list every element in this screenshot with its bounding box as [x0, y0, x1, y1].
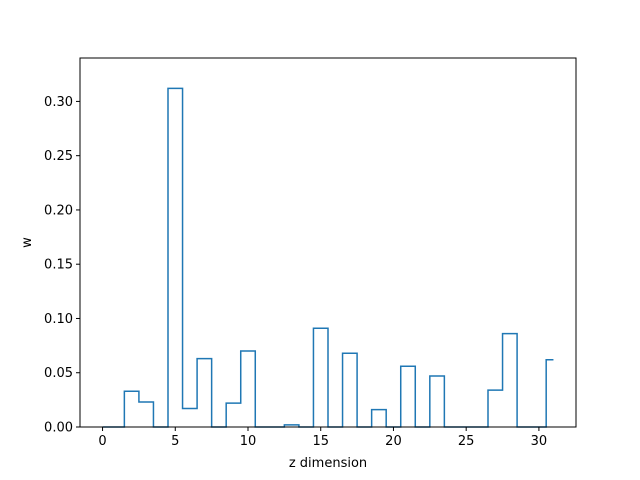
y-tick-label: 0.00	[44, 421, 73, 436]
x-tick-label: 30	[531, 434, 548, 449]
y-tick-label: 0.15	[44, 258, 73, 273]
x-tick-label: 0	[98, 434, 106, 449]
y-tick-label: 0.05	[44, 366, 73, 381]
y-tick-label: 0.30	[44, 95, 73, 110]
x-tick-label: 20	[385, 434, 402, 449]
y-axis-label: w	[20, 237, 35, 248]
y-tick-label: 0.20	[44, 203, 73, 218]
x-axis-label: z dimension	[289, 456, 367, 471]
x-tick-label: 10	[240, 434, 257, 449]
y-tick-label: 0.10	[44, 312, 73, 327]
y-tick-label: 0.25	[44, 149, 73, 164]
x-tick-label: 5	[171, 434, 179, 449]
x-tick-label: 15	[312, 434, 329, 449]
x-tick-label: 25	[458, 434, 475, 449]
